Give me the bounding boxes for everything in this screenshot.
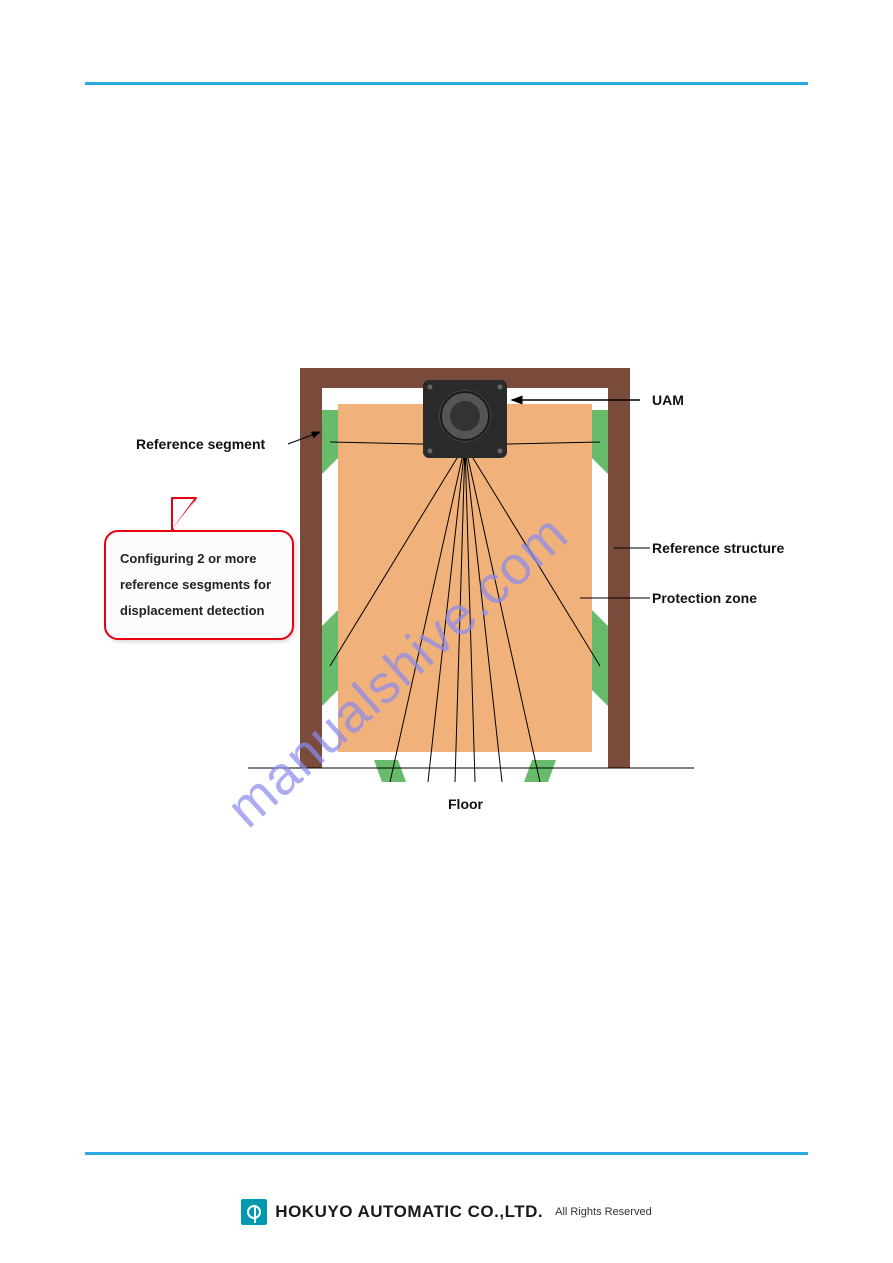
floor-label: Floor [448, 796, 483, 812]
uam-label: UAM [652, 392, 684, 408]
footer: HOKUYO AUTOMATIC CO.,LTD. All Rights Res… [0, 1199, 893, 1225]
callout-box: Configuring 2 or more reference sesgment… [104, 530, 294, 640]
callout-line-1: Configuring 2 or more [120, 546, 278, 572]
uam-sensor [423, 380, 507, 458]
bottom-rule [85, 1152, 808, 1155]
footer-company: HOKUYO AUTOMATIC CO.,LTD. [275, 1202, 543, 1222]
footer-logo-icon [241, 1199, 267, 1225]
callout-line-2: reference sesgments for [120, 572, 278, 598]
reference-structure-label: Reference structure [652, 540, 784, 556]
footer-rights: All Rights Reserved [555, 1206, 652, 1218]
protection-zone-label: Protection zone [652, 590, 757, 606]
reference-segment-label: Reference segment [136, 436, 265, 452]
callout-line-3: displacement detection [120, 598, 278, 624]
